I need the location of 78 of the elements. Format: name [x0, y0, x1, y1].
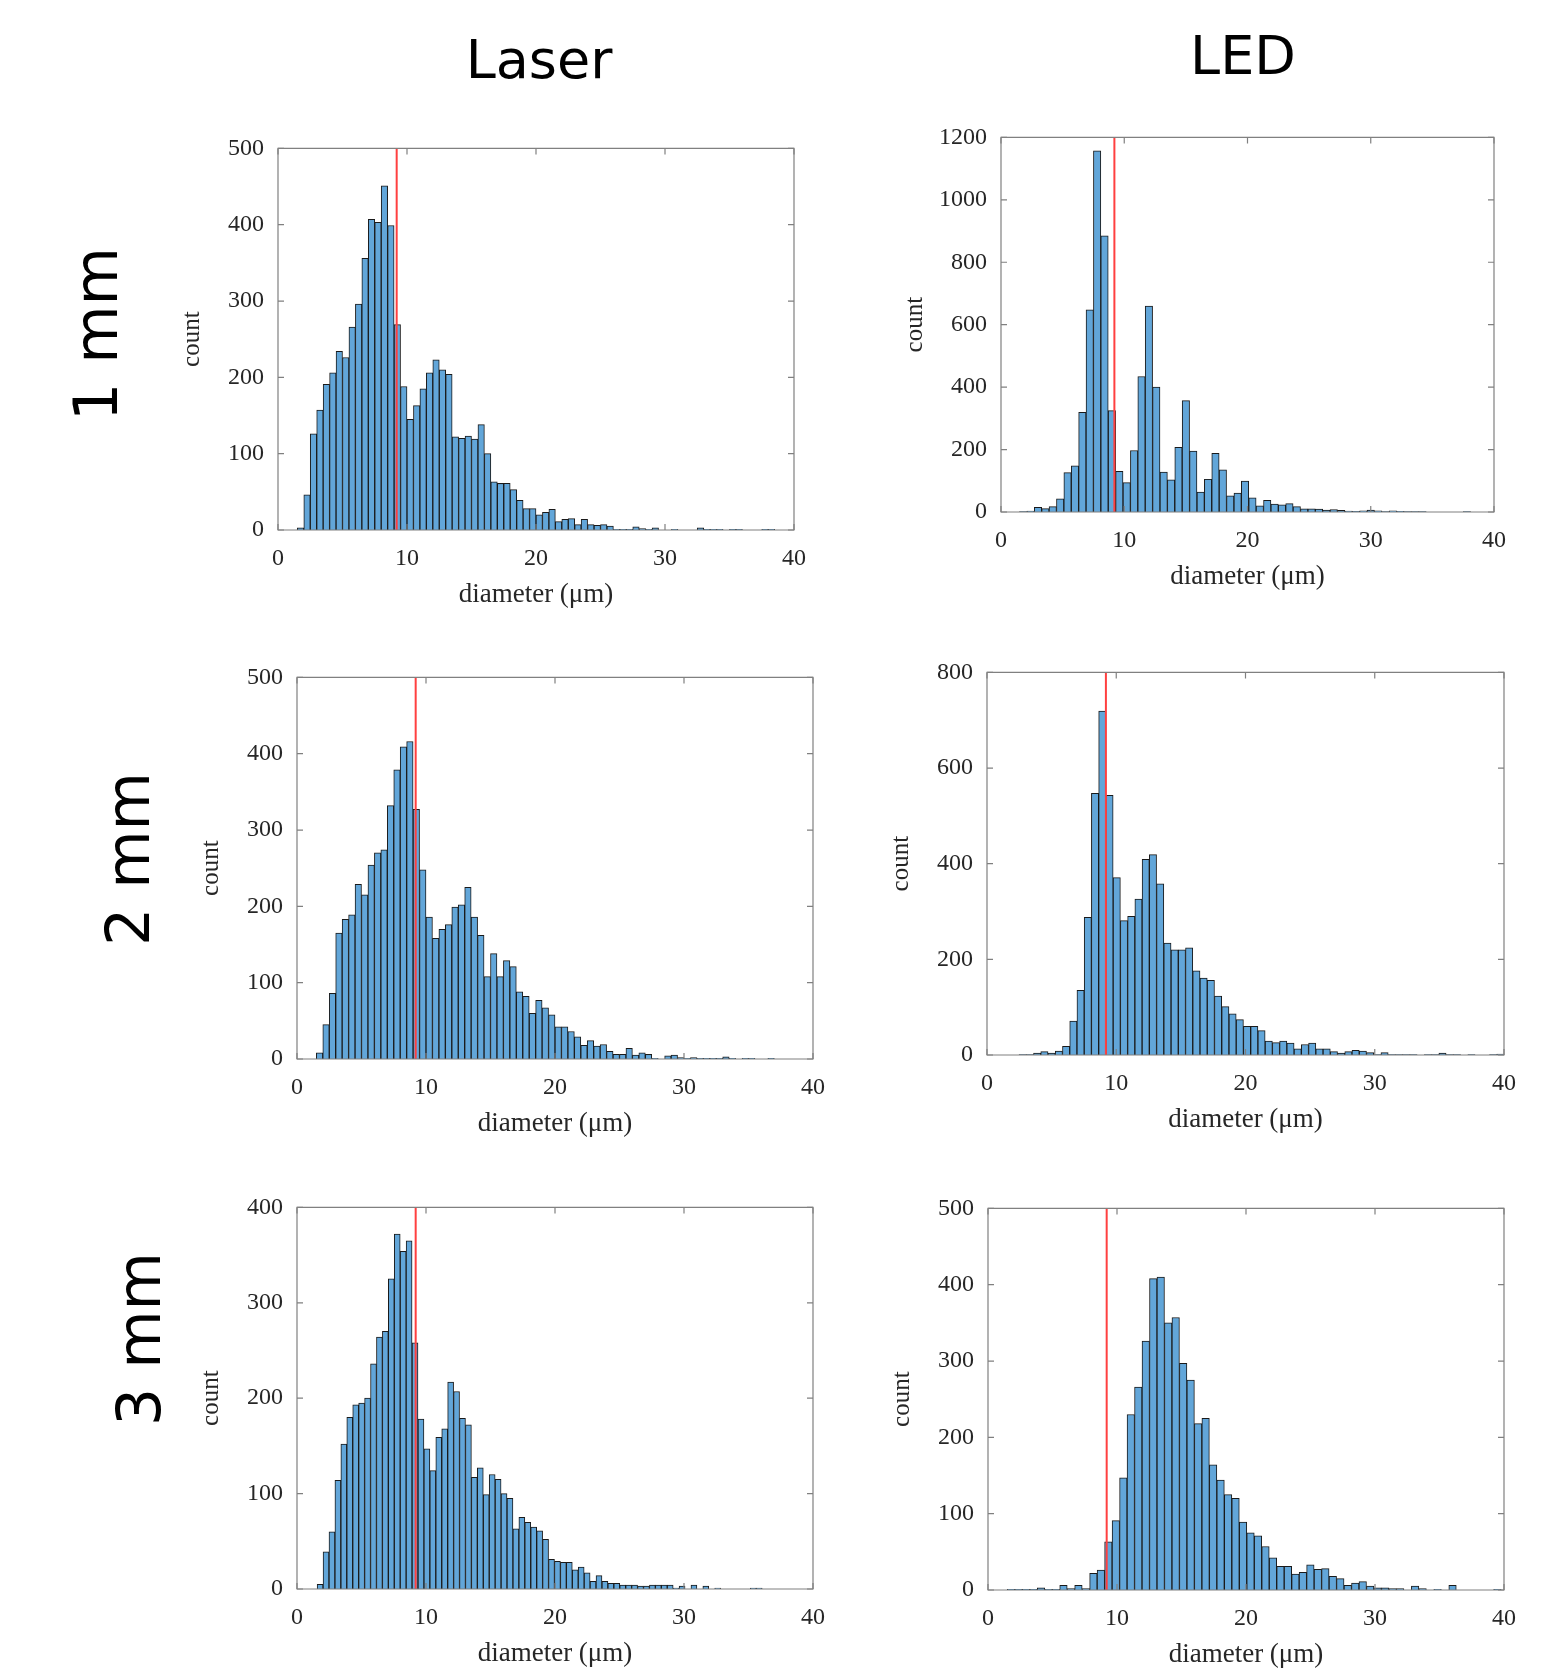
y-tick-label: 100 — [247, 967, 283, 994]
x-axis-title: diameter (μm) — [1170, 559, 1325, 590]
x-tick-label: 40 — [1492, 1068, 1516, 1095]
text: 1 mm — [61, 246, 131, 422]
y-axis-title: count — [885, 835, 913, 892]
y-tick-label: 800 — [951, 247, 987, 274]
y-tick-label: 200 — [938, 1422, 974, 1449]
y-tick-label: 100 — [938, 1498, 974, 1525]
y-axis-title: count — [176, 311, 204, 367]
x-tick-label: 30 — [1362, 1068, 1387, 1095]
x-tick-label: 40 — [801, 1602, 825, 1629]
chart-title: LED — [1190, 23, 1296, 87]
y-tick-label: 200 — [247, 891, 283, 918]
x-tick-label: 30 — [672, 1072, 696, 1099]
y-tick-label: 400 — [247, 1192, 283, 1219]
x-tick-label: 10 — [1112, 525, 1137, 552]
y-tick-label: 100 — [228, 438, 264, 465]
x-tick-label: 30 — [1358, 525, 1383, 552]
chart-title: Laser — [465, 27, 613, 91]
y-tick-label: 400 — [951, 372, 987, 399]
x-tick-label: 10 — [414, 1072, 438, 1099]
y-axis-title: count — [899, 296, 927, 353]
y-tick-label: 200 — [247, 1383, 283, 1410]
x-axis-title: diameter (μm) — [477, 1106, 633, 1137]
x-axis-title: diameter (μm) — [1168, 1102, 1323, 1133]
x-tick-label: 30 — [672, 1602, 696, 1629]
y-tick-label: 400 — [938, 1270, 974, 1297]
x-tick-label: 10 — [1105, 1603, 1129, 1630]
y-tick-label: 1000 — [939, 185, 987, 212]
x-tick-label: 20 — [543, 1072, 567, 1099]
y-tick-label: 300 — [247, 815, 283, 842]
x-tick-label: 30 — [1363, 1603, 1387, 1630]
y-tick-label: 500 — [938, 1193, 974, 1220]
text: 3 mm — [104, 1251, 174, 1427]
y-tick-label: 400 — [228, 210, 264, 237]
x-tick-label: 30 — [653, 543, 677, 570]
x-axis-title: diameter (μm) — [1168, 1637, 1324, 1668]
y-tick-label: 200 — [937, 944, 973, 971]
y-tick-label: 200 — [951, 434, 987, 461]
y-tick-label: 400 — [937, 849, 973, 875]
x-tick-label: 10 — [395, 543, 419, 570]
y-tick-label: 500 — [247, 662, 283, 689]
y-tick-label: 500 — [228, 133, 264, 160]
y-tick-label: 200 — [228, 362, 264, 389]
y-axis-title: count — [195, 1370, 223, 1426]
y-axis-title: count — [886, 1371, 914, 1427]
y-tick-label: 0 — [271, 1574, 283, 1601]
text: 2 mm — [93, 771, 163, 947]
y-tick-label: 1200 — [939, 122, 987, 149]
y-tick-label: 600 — [937, 753, 973, 780]
x-tick-label: 20 — [1234, 1603, 1258, 1630]
y-tick-label: 400 — [247, 739, 283, 766]
y-tick-label: 300 — [228, 286, 264, 313]
y-tick-label: 300 — [938, 1346, 974, 1373]
y-tick-label: 0 — [962, 1575, 974, 1602]
x-tick-label: 20 — [543, 1602, 567, 1629]
y-tick-label: 300 — [247, 1288, 283, 1315]
y-tick-label: 600 — [951, 310, 987, 336]
x-tick-label: 10 — [414, 1602, 438, 1629]
x-tick-label: 0 — [291, 1602, 303, 1629]
y-tick-label: 0 — [961, 1040, 973, 1067]
x-tick-label: 20 — [1235, 525, 1260, 552]
x-tick-label: 40 — [801, 1072, 825, 1099]
y-axis-title: count — [195, 840, 223, 896]
x-axis-title: diameter (μm) — [477, 1636, 633, 1667]
x-tick-label: 10 — [1104, 1068, 1129, 1095]
y-tick-label: 800 — [937, 657, 973, 684]
x-tick-label: 40 — [1492, 1603, 1516, 1630]
x-tick-label: 40 — [782, 543, 806, 570]
x-axis-title: diameter (μm) — [458, 577, 614, 608]
x-tick-label: 40 — [1482, 525, 1506, 552]
x-tick-label: 20 — [524, 543, 548, 570]
x-tick-label: 20 — [1233, 1068, 1258, 1095]
x-tick-label: 0 — [291, 1072, 303, 1099]
x-tick-label: 0 — [995, 525, 1007, 552]
y-tick-label: 100 — [247, 1478, 283, 1505]
y-tick-label: 0 — [975, 497, 987, 524]
y-tick-label: 0 — [271, 1044, 283, 1071]
